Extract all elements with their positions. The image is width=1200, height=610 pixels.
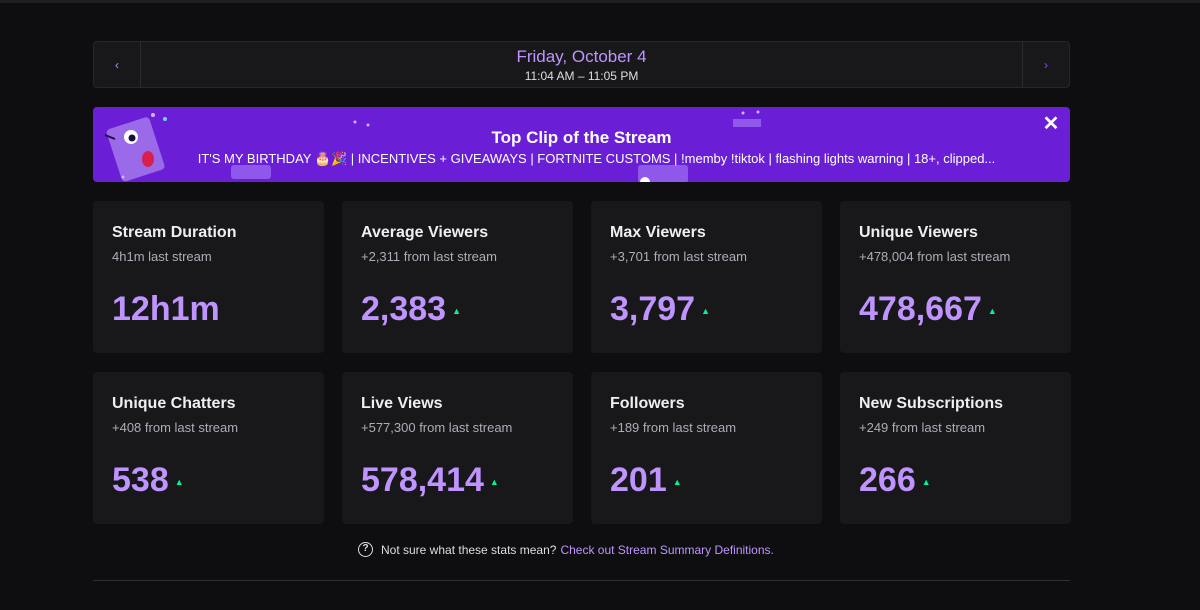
confetti-decoration xyxy=(104,110,761,182)
stat-comparison: +3,701 from last stream xyxy=(610,249,747,264)
stat-label: Live Views xyxy=(361,395,443,412)
top-clip-title: IT'S MY BIRTHDAY 🎂🎉 | INCENTIVES + GIVEA… xyxy=(197,151,996,166)
stat-comparison: 4h1m last stream xyxy=(112,249,212,264)
trend-up-icon: ▲ xyxy=(987,306,997,316)
stats-help: ? Not sure what these stats mean? Check … xyxy=(358,542,774,557)
stat-card-unique-viewers: Unique Viewers +478,004 from last stream… xyxy=(840,201,1071,353)
stat-comparison: +2,311 from last stream xyxy=(361,249,497,264)
stat-label: Stream Duration xyxy=(112,224,237,241)
stream-date-title: Friday, October 4 xyxy=(516,46,647,66)
stream-date: Friday, October 4 11:04 AM – 11:05 PM xyxy=(141,42,1022,87)
help-text: Not sure what these stats mean? xyxy=(381,542,557,557)
top-divider xyxy=(0,0,1200,3)
stat-card-unique-chatters: Unique Chatters +408 from last stream 53… xyxy=(93,372,324,524)
stat-value: 2,383 xyxy=(361,290,447,328)
question-icon: ? xyxy=(358,542,373,557)
stat-comparison: +408 from last stream xyxy=(112,420,239,435)
stat-value: 478,667 xyxy=(859,290,982,328)
stat-label: Unique Viewers xyxy=(859,224,978,241)
close-icon[interactable]: ✕ xyxy=(1042,113,1060,135)
stat-value: 201 xyxy=(610,461,667,499)
stat-card-live-views: Live Views +577,300 from last stream 578… xyxy=(342,372,573,524)
stat-card-followers: Followers +189 from last stream 201 ▲ xyxy=(591,372,822,524)
stat-label: New Subscriptions xyxy=(859,395,1004,412)
stat-card-max-viewers: Max Viewers +3,701 from last stream 3,79… xyxy=(591,201,822,353)
stat-comparison: +577,300 from last stream xyxy=(361,420,513,435)
trend-up-icon: ▲ xyxy=(672,477,682,487)
stat-comparison: +189 from last stream xyxy=(610,420,737,435)
bottom-divider xyxy=(93,580,1070,581)
definitions-link[interactable]: Check out Stream Summary Definitions. xyxy=(560,542,774,557)
stat-label: Max Viewers xyxy=(610,224,706,241)
stat-card-stream-duration: Stream Duration 4h1m last stream 12h1m xyxy=(93,201,324,353)
trend-up-icon: ▲ xyxy=(174,477,184,487)
trend-up-icon: ▲ xyxy=(921,477,931,487)
stream-time-range: 11:04 AM – 11:05 PM xyxy=(524,68,639,83)
stat-comparison: +478,004 from last stream xyxy=(859,249,1011,264)
stat-label: Followers xyxy=(610,395,685,412)
top-clip-heading: Top Clip of the Stream xyxy=(491,128,672,147)
chevron-left-icon: ‹ xyxy=(115,57,119,72)
trend-up-icon: ▲ xyxy=(489,477,499,487)
date-navigator: ‹ Friday, October 4 11:04 AM – 11:05 PM … xyxy=(93,41,1070,88)
stat-label: Average Viewers xyxy=(361,224,489,241)
stat-value: 266 xyxy=(859,461,916,499)
stat-label: Unique Chatters xyxy=(112,395,236,412)
trend-up-icon: ▲ xyxy=(701,306,711,316)
chevron-right-icon: › xyxy=(1044,57,1048,72)
next-stream-button[interactable]: › xyxy=(1022,42,1069,87)
mascot-illustration xyxy=(104,117,165,182)
previous-stream-button[interactable]: ‹ xyxy=(94,42,141,87)
stat-card-average-viewers: Average Viewers +2,311 from last stream … xyxy=(342,201,573,353)
stat-value: 538 xyxy=(112,461,169,499)
stat-value: 3,797 xyxy=(610,290,696,328)
top-clip-banner[interactable]: Top Clip of the Stream IT'S MY BIRTHDAY … xyxy=(93,107,1070,182)
stat-value: 578,414 xyxy=(361,461,484,499)
trend-up-icon: ▲ xyxy=(452,306,462,316)
stat-card-new-subscriptions: New Subscriptions +249 from last stream … xyxy=(840,372,1071,524)
stat-value: 12h1m xyxy=(112,290,220,328)
stat-comparison: +249 from last stream xyxy=(859,420,986,435)
